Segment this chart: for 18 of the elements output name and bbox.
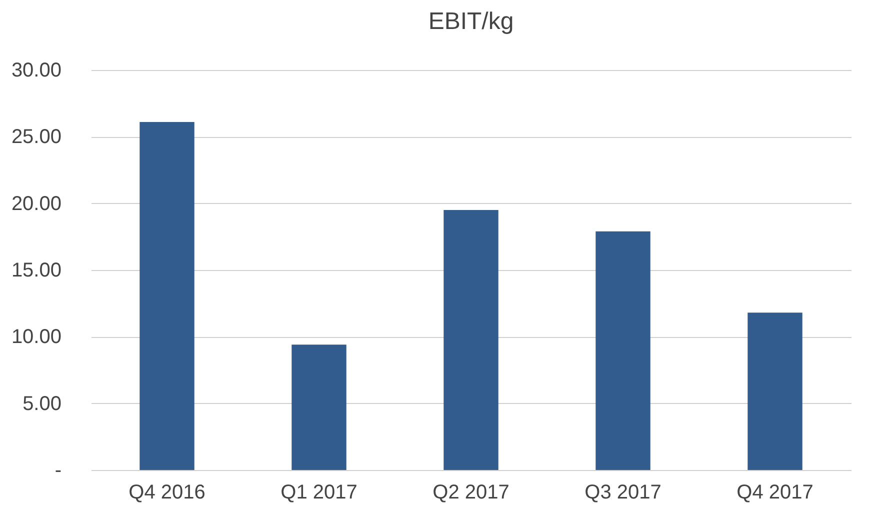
bar <box>748 312 802 470</box>
bar <box>596 231 650 470</box>
y-tick-label: 20.00 <box>11 192 62 215</box>
bar <box>292 344 346 470</box>
chart-title: EBIT/kg <box>428 8 514 35</box>
y-tick-label: 10.00 <box>11 326 62 348</box>
y-tick-label: 5.00 <box>22 392 62 415</box>
y-tick-label: 15.00 <box>11 260 62 282</box>
bar <box>140 122 194 470</box>
x-tick-label: Q2 2017 <box>432 482 510 504</box>
x-tick-label: Q3 2017 <box>584 482 662 504</box>
bar <box>444 210 498 470</box>
y-tick-label: 30.00 <box>11 60 62 82</box>
x-tick-label: Q4 2017 <box>736 482 814 504</box>
y-tick-label: - <box>54 460 62 482</box>
y-tick-label: 25.00 <box>11 126 62 148</box>
x-tick-label: Q4 2016 <box>128 482 206 504</box>
x-tick-label: Q1 2017 <box>280 482 358 504</box>
